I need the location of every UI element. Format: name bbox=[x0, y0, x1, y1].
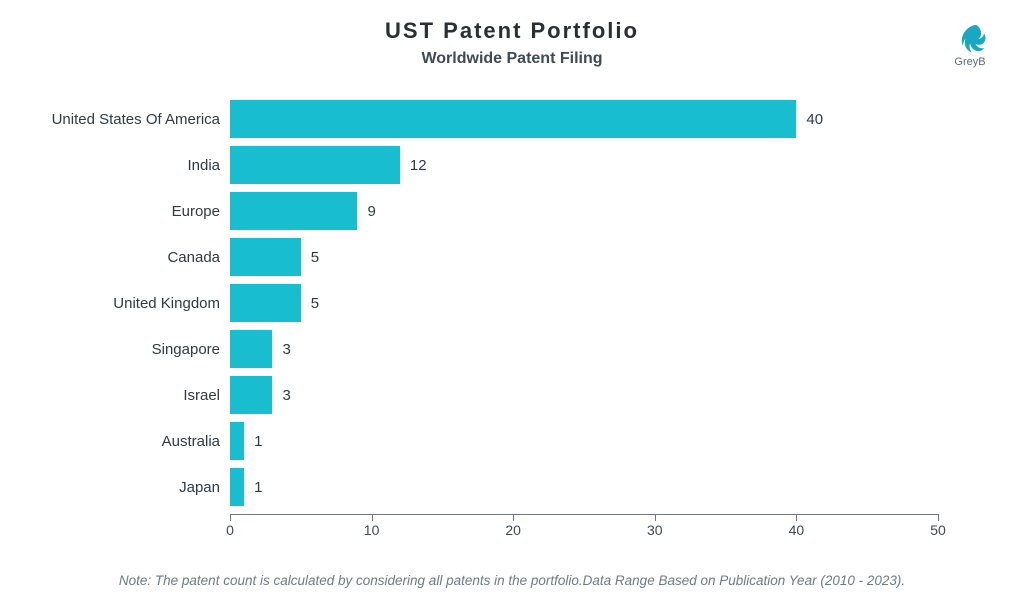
x-tick bbox=[938, 514, 939, 521]
bar bbox=[230, 146, 400, 184]
x-tick bbox=[230, 514, 231, 521]
x-tick bbox=[513, 514, 514, 521]
category-label: Canada bbox=[167, 249, 220, 266]
category-label: Singapore bbox=[152, 341, 220, 358]
bar-row: Europe9 bbox=[230, 188, 938, 234]
x-tick-label: 10 bbox=[364, 522, 380, 538]
category-label: Australia bbox=[162, 433, 220, 450]
bar bbox=[230, 376, 272, 414]
x-axis-line bbox=[230, 514, 938, 515]
x-tick-label: 50 bbox=[930, 522, 946, 538]
bar-row: United Kingdom5 bbox=[230, 280, 938, 326]
bars-area: United States Of America40India12Europe9… bbox=[230, 96, 938, 514]
x-tick-label: 30 bbox=[647, 522, 663, 538]
bar-row: Singapore3 bbox=[230, 326, 938, 372]
category-label: United States Of America bbox=[52, 111, 220, 128]
chart-subtitle: Worldwide Patent Filing bbox=[30, 50, 994, 68]
category-label: Europe bbox=[172, 203, 220, 220]
value-label: 40 bbox=[806, 111, 823, 128]
bar bbox=[230, 468, 244, 506]
chart-title: UST Patent Portfolio bbox=[30, 18, 994, 44]
brand-logo-icon bbox=[954, 22, 986, 54]
x-tick bbox=[372, 514, 373, 521]
chart-footnote: Note: The patent count is calculated by … bbox=[0, 573, 1024, 588]
bar bbox=[230, 422, 244, 460]
value-label: 3 bbox=[282, 387, 290, 404]
brand-logo: GreyB bbox=[954, 22, 986, 68]
value-label: 1 bbox=[254, 433, 262, 450]
x-tick bbox=[796, 514, 797, 521]
x-tick-label: 20 bbox=[505, 522, 521, 538]
bar bbox=[230, 238, 301, 276]
value-label: 12 bbox=[410, 157, 427, 174]
bar-row: Israel3 bbox=[230, 372, 938, 418]
x-tick-label: 40 bbox=[789, 522, 805, 538]
bar bbox=[230, 330, 272, 368]
value-label: 3 bbox=[282, 341, 290, 358]
category-label: United Kingdom bbox=[113, 295, 220, 312]
value-label: 5 bbox=[311, 295, 319, 312]
bar-row: Canada5 bbox=[230, 234, 938, 280]
chart-container: GreyB UST Patent Portfolio Worldwide Pat… bbox=[0, 0, 1024, 604]
bar-row: Australia1 bbox=[230, 418, 938, 464]
plot-area: United States Of America40India12Europe9… bbox=[230, 96, 938, 536]
bar bbox=[230, 100, 796, 138]
x-tick bbox=[655, 514, 656, 521]
value-label: 5 bbox=[311, 249, 319, 266]
category-label: Japan bbox=[179, 479, 220, 496]
category-label: Israel bbox=[183, 387, 220, 404]
x-tick-label: 0 bbox=[226, 522, 234, 538]
bar-row: United States Of America40 bbox=[230, 96, 938, 142]
brand-logo-text: GreyB bbox=[954, 56, 985, 68]
bar-row: Japan1 bbox=[230, 464, 938, 510]
value-label: 9 bbox=[367, 203, 375, 220]
value-label: 1 bbox=[254, 479, 262, 496]
bar bbox=[230, 284, 301, 322]
category-label: India bbox=[187, 157, 220, 174]
bar-row: India12 bbox=[230, 142, 938, 188]
bar bbox=[230, 192, 357, 230]
